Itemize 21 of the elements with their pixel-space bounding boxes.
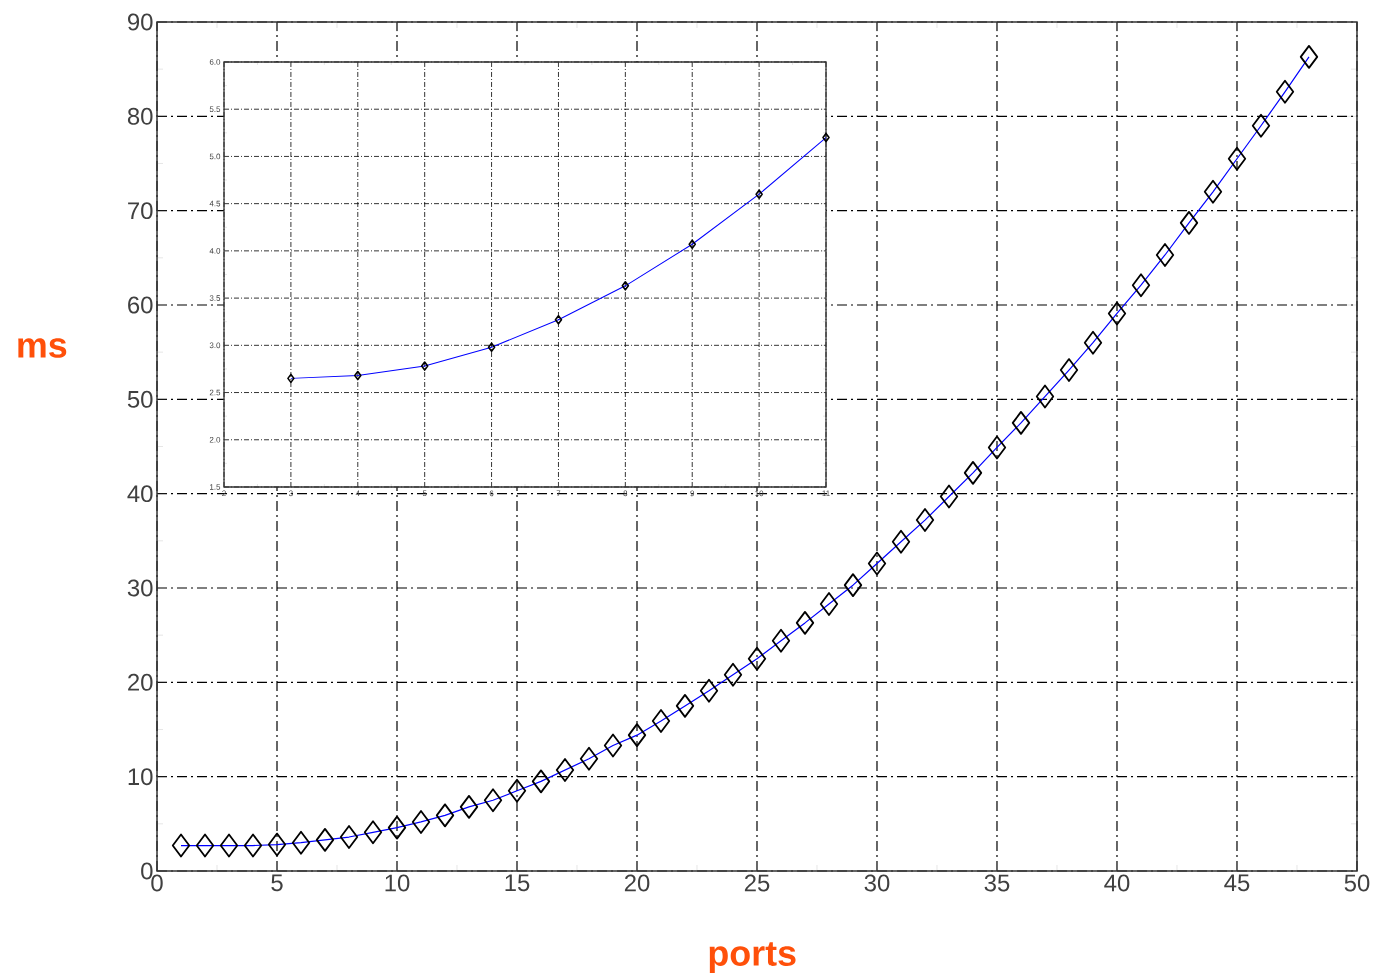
x-tick-label: 5 [271, 874, 283, 892]
y-tick-label: 80 [127, 107, 153, 125]
x-tick-label: 10 [385, 874, 410, 892]
x-tick-label: 35 [984, 874, 1010, 892]
y-tick-label: 20 [128, 673, 153, 691]
x-tick-label: 50 [1344, 874, 1370, 892]
y-tick-label: 0 [141, 862, 153, 880]
y-tick-label: 60 [128, 296, 153, 314]
y-tick-label: 90 [128, 13, 153, 31]
y-tick-label: 30 [127, 579, 153, 597]
x-tick-label: 30 [864, 874, 890, 892]
x-tick-label: 15 [505, 874, 530, 892]
y-tick-label: 70 [128, 202, 153, 220]
x-axis-title: ports [709, 942, 796, 974]
x-tick-label: 25 [744, 874, 770, 892]
x-tick-label: 40 [1104, 874, 1130, 892]
y-tick-label: 50 [127, 390, 153, 408]
y-axis-title: ms [18, 338, 67, 358]
x-tick-label: 45 [1224, 874, 1250, 892]
x-tick-label: 20 [624, 874, 650, 892]
y-tick-label: 10 [128, 768, 153, 786]
